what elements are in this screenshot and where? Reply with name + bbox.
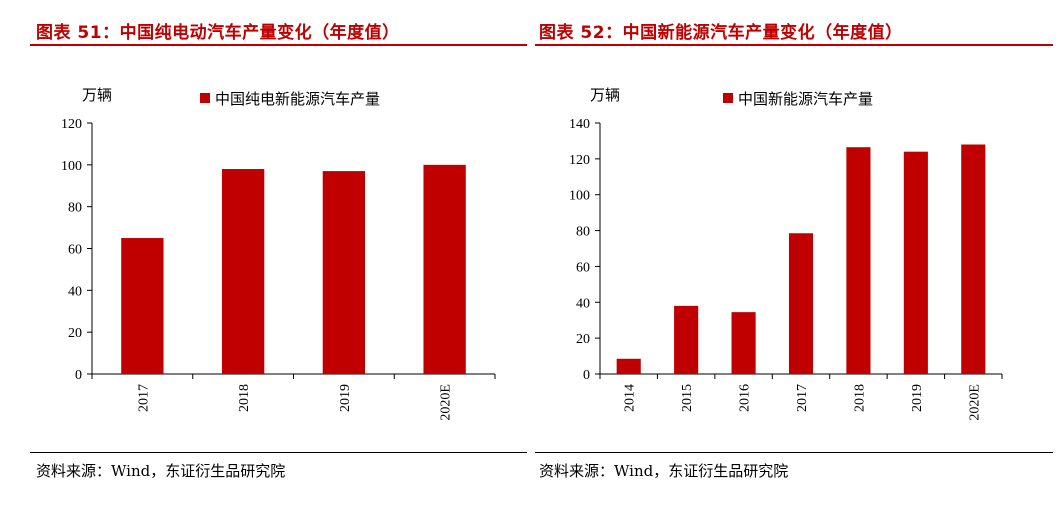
left-panel: 图表 51：中国纯电动汽车产量变化（年度值） 万辆 中国纯电新能源汽车产量 0 20 4… bbox=[30, 23, 527, 480]
bar-2015 bbox=[674, 305, 699, 374]
y-tick-label: 60 bbox=[68, 243, 82, 258]
bar-2019 bbox=[903, 151, 928, 374]
y-tick-label: 40 bbox=[576, 296, 590, 311]
y-tick-label: 20 bbox=[576, 332, 590, 347]
y-tick-label: 140 bbox=[569, 117, 590, 132]
chart-title: 图表 51：中国纯电动汽车产量变化（年度值） bbox=[36, 23, 400, 43]
y-tick-label: 100 bbox=[61, 159, 82, 174]
legend-label: 中国新能源汽车产量 bbox=[738, 90, 873, 108]
bar-2014 bbox=[616, 358, 641, 374]
bar-2018 bbox=[221, 169, 265, 374]
y-tick-label: 20 bbox=[68, 326, 82, 341]
x-tick-label: 2020E bbox=[967, 384, 982, 421]
bar-2017 bbox=[121, 238, 164, 374]
bar-2016 bbox=[731, 312, 756, 374]
x-tick-label: 2016 bbox=[738, 384, 753, 412]
source-divider bbox=[30, 452, 527, 453]
x-tick-label: 2015 bbox=[680, 384, 695, 412]
y-tick-label: 80 bbox=[576, 225, 590, 240]
left-bar-chart: 万辆 中国纯电新能源汽车产量 0 20 40 60 80 100 120 2017 2018 2019… bbox=[61, 86, 496, 421]
y-tick-label: 60 bbox=[576, 260, 590, 275]
x-tick-label: 2014 bbox=[623, 384, 638, 412]
legend-swatch bbox=[723, 93, 733, 103]
y-tick-label: 0 bbox=[75, 368, 82, 383]
y-tick-label: 80 bbox=[68, 201, 82, 216]
x-tick-label: 2018 bbox=[237, 384, 252, 412]
bar-2019 bbox=[322, 171, 366, 374]
source-divider bbox=[535, 452, 1053, 453]
y-tick-label: 120 bbox=[569, 153, 590, 168]
title-divider bbox=[535, 44, 1053, 46]
x-tick-label: 2018 bbox=[852, 384, 867, 412]
legend-swatch bbox=[200, 93, 210, 103]
bar-2020E bbox=[423, 164, 466, 374]
right-bar-chart: 万辆 中国新能源汽车产量 0 20 40 60 80 100 120 140 2014 2015 201… bbox=[569, 86, 1003, 421]
chart-title: 图表 52：中国新能源汽车产量变化（年度值） bbox=[539, 23, 903, 43]
x-tick-label: 2017 bbox=[795, 384, 810, 412]
x-tick-label: 2019 bbox=[338, 384, 353, 412]
legend-label: 中国纯电新能源汽车产量 bbox=[215, 90, 380, 108]
right-panel: 图表 52：中国新能源汽车产量变化（年度值） 万辆 中国新能源汽车产量 0 20 40 6… bbox=[531, 0, 1062, 505]
y-tick-label: 40 bbox=[68, 284, 82, 299]
bar-2020E bbox=[961, 144, 986, 374]
y-tick-label: 0 bbox=[583, 368, 590, 383]
x-tick-label: 2019 bbox=[910, 384, 925, 412]
y-axis-label: 万辆 bbox=[82, 86, 112, 104]
y-axis-label: 万辆 bbox=[590, 86, 620, 104]
bar-2018 bbox=[846, 147, 871, 374]
x-tick-label: 2017 bbox=[136, 384, 151, 412]
x-tick-label: 2020E bbox=[439, 384, 454, 421]
y-tick-label: 100 bbox=[569, 189, 590, 204]
bar-2017 bbox=[788, 233, 814, 374]
y-tick-label: 120 bbox=[61, 117, 82, 132]
source-note: 资料来源：Wind，东证衍生品研究院 bbox=[539, 462, 789, 480]
title-divider bbox=[30, 44, 527, 46]
source-note: 资料来源：Wind，东证衍生品研究院 bbox=[36, 462, 286, 480]
